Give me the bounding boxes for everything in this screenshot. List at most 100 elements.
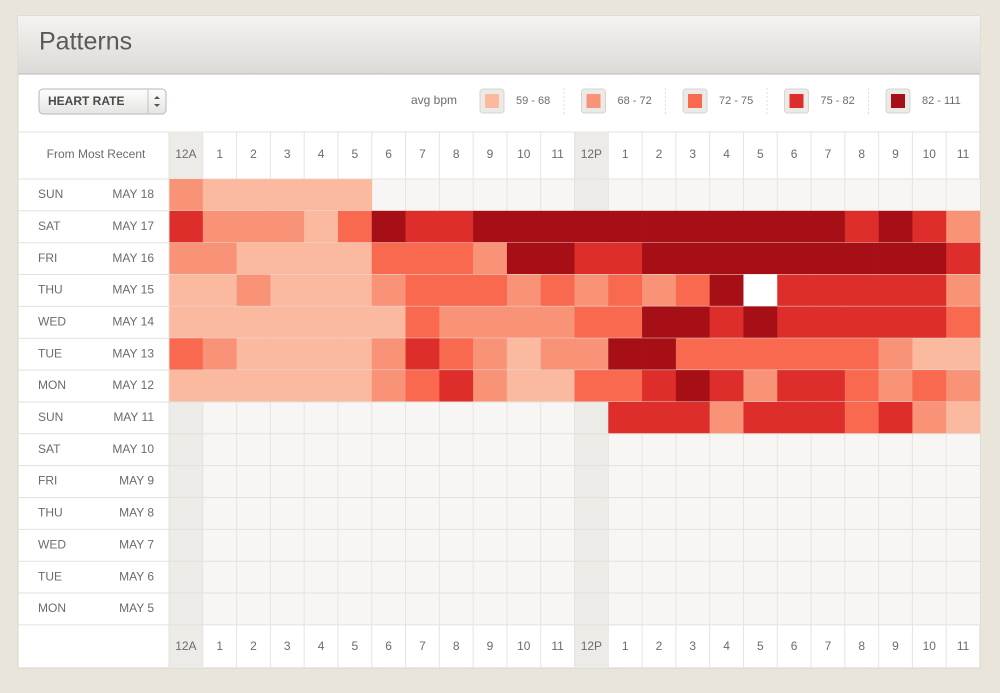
selector[interactable]: HEART RATE bbox=[38, 88, 167, 115]
heat-cell bbox=[642, 274, 677, 307]
heat-cell bbox=[337, 179, 373, 211]
heat-cell bbox=[608, 370, 643, 402]
heat-cell bbox=[642, 210, 677, 243]
hour-label: 1 bbox=[216, 639, 223, 653]
heat-cell bbox=[912, 274, 947, 307]
heat-cell bbox=[337, 210, 373, 243]
heat-cell bbox=[642, 242, 677, 275]
heat-cell bbox=[743, 401, 778, 434]
heat-cell bbox=[777, 370, 812, 402]
heat-cell bbox=[473, 210, 508, 243]
heat-cell bbox=[169, 370, 204, 402]
hour-label: 9 bbox=[892, 639, 899, 653]
heat-cell bbox=[743, 370, 778, 402]
heat-cell bbox=[709, 306, 744, 339]
hour-label: 6 bbox=[385, 147, 392, 161]
heat-cell bbox=[878, 401, 913, 434]
hour-label: 10 bbox=[923, 147, 937, 161]
heat-cell bbox=[946, 338, 981, 371]
heat-cell bbox=[912, 242, 947, 275]
hour-label: 9 bbox=[892, 147, 899, 161]
header-bar bbox=[18, 16, 980, 74]
heat-cell bbox=[844, 370, 879, 402]
heat-cell bbox=[642, 401, 677, 434]
heat-cell bbox=[439, 242, 474, 275]
heat-cell bbox=[236, 242, 271, 275]
row-day: WED bbox=[38, 314, 66, 328]
legend-swatch bbox=[891, 94, 905, 108]
heat-cell bbox=[642, 370, 677, 402]
heat-cell bbox=[540, 338, 575, 371]
dropdown-label[interactable]: HEART RATE bbox=[48, 94, 124, 108]
legend-swatch bbox=[586, 94, 601, 108]
heat-cell bbox=[777, 274, 812, 307]
hour-label: 9 bbox=[487, 147, 494, 161]
heat-cell bbox=[236, 338, 271, 371]
hour-label: 7 bbox=[825, 639, 832, 653]
heat-cell bbox=[709, 210, 744, 243]
row-date: MAY 16 bbox=[112, 251, 154, 265]
heat-cell bbox=[439, 338, 474, 371]
heat-cell bbox=[202, 338, 237, 371]
row-day: THU bbox=[38, 506, 63, 520]
hour-label: 12A bbox=[175, 147, 196, 161]
legend-title: avg bpm bbox=[411, 93, 457, 107]
heat-cell bbox=[473, 242, 508, 275]
heat-cell bbox=[675, 401, 710, 434]
heat-cell bbox=[371, 274, 406, 307]
heat-cell bbox=[405, 210, 440, 243]
heat-cell bbox=[304, 242, 339, 275]
heat-cell bbox=[743, 274, 778, 307]
hour-label: 5 bbox=[757, 147, 764, 161]
heat-cell bbox=[169, 210, 204, 243]
hour-label: 2 bbox=[250, 147, 257, 161]
row-day: FRI bbox=[38, 474, 57, 488]
heat-cell bbox=[946, 210, 981, 243]
heat-cell bbox=[405, 242, 440, 275]
heat-cell bbox=[337, 274, 373, 307]
row-day: FRI bbox=[38, 251, 57, 265]
heat-cell bbox=[709, 401, 744, 434]
heat-cell bbox=[337, 306, 373, 339]
heat-cell bbox=[202, 274, 237, 307]
row-date: MAY 14 bbox=[112, 314, 154, 328]
hour-label: 12P bbox=[581, 639, 602, 653]
heat-cell bbox=[506, 338, 542, 371]
heat-cell bbox=[439, 274, 474, 307]
heat-cell bbox=[912, 210, 947, 243]
heat-cell bbox=[169, 306, 204, 339]
heat-cell bbox=[642, 306, 677, 339]
heat-cell bbox=[540, 306, 575, 339]
heat-cell bbox=[743, 242, 778, 275]
row-day: SUN bbox=[38, 187, 63, 201]
heat-cell bbox=[912, 401, 947, 434]
hour-label: 4 bbox=[723, 147, 730, 161]
hour-label: 3 bbox=[689, 147, 696, 161]
heat-cell bbox=[675, 210, 710, 243]
hour-label: 1 bbox=[216, 147, 223, 161]
heat-cell bbox=[236, 210, 271, 243]
heat-cell bbox=[169, 274, 204, 307]
heat-cell bbox=[811, 338, 846, 371]
row-day: WED bbox=[38, 537, 66, 551]
legend-label: 68 - 72 bbox=[618, 95, 652, 107]
title: Patterns bbox=[39, 28, 132, 56]
hour-label: 11 bbox=[551, 639, 564, 653]
heat-cell bbox=[946, 242, 981, 275]
row-date: MAY 18 bbox=[112, 187, 154, 201]
hour-label: 1 bbox=[622, 639, 629, 653]
row-day: MON bbox=[38, 378, 66, 392]
heat-cell bbox=[811, 306, 846, 339]
hour-label: 5 bbox=[352, 639, 359, 653]
heat-cell bbox=[709, 242, 744, 275]
heat-cell bbox=[642, 338, 677, 371]
heat-cell bbox=[270, 210, 305, 243]
heat-cell bbox=[236, 274, 271, 307]
row-date: MAY 13 bbox=[112, 346, 154, 360]
heat-cell bbox=[946, 401, 981, 434]
hour-label: 7 bbox=[419, 147, 426, 161]
dropdown[interactable] bbox=[38, 88, 167, 115]
legend-swatch bbox=[688, 94, 702, 108]
heat-cell bbox=[405, 306, 440, 339]
